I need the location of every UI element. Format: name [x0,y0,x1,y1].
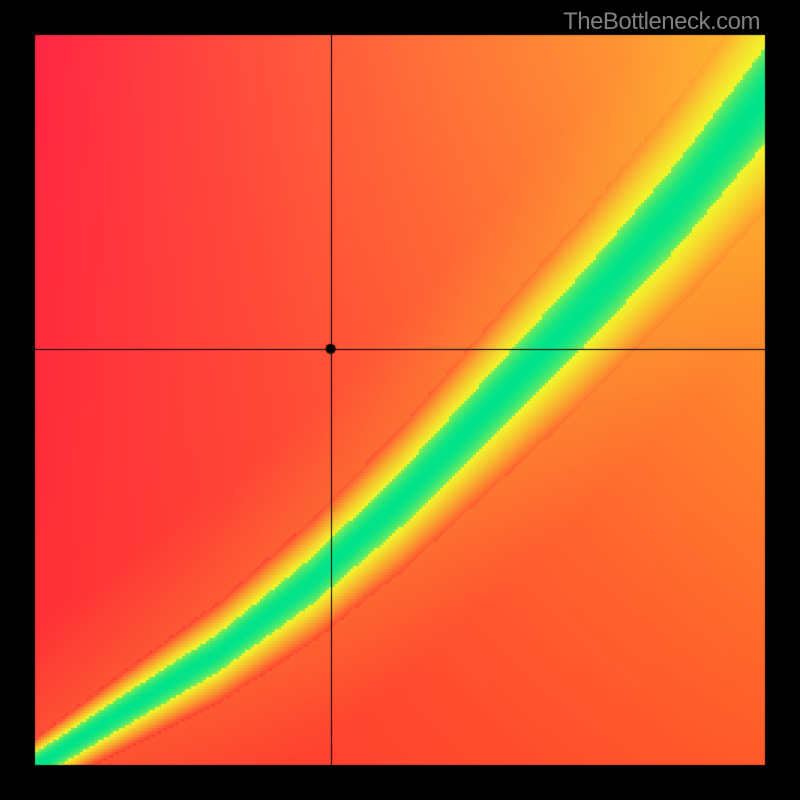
bottleneck-heatmap [0,0,800,800]
watermark-text: TheBottleneck.com [563,8,760,36]
chart-container: TheBottleneck.com [0,0,800,800]
